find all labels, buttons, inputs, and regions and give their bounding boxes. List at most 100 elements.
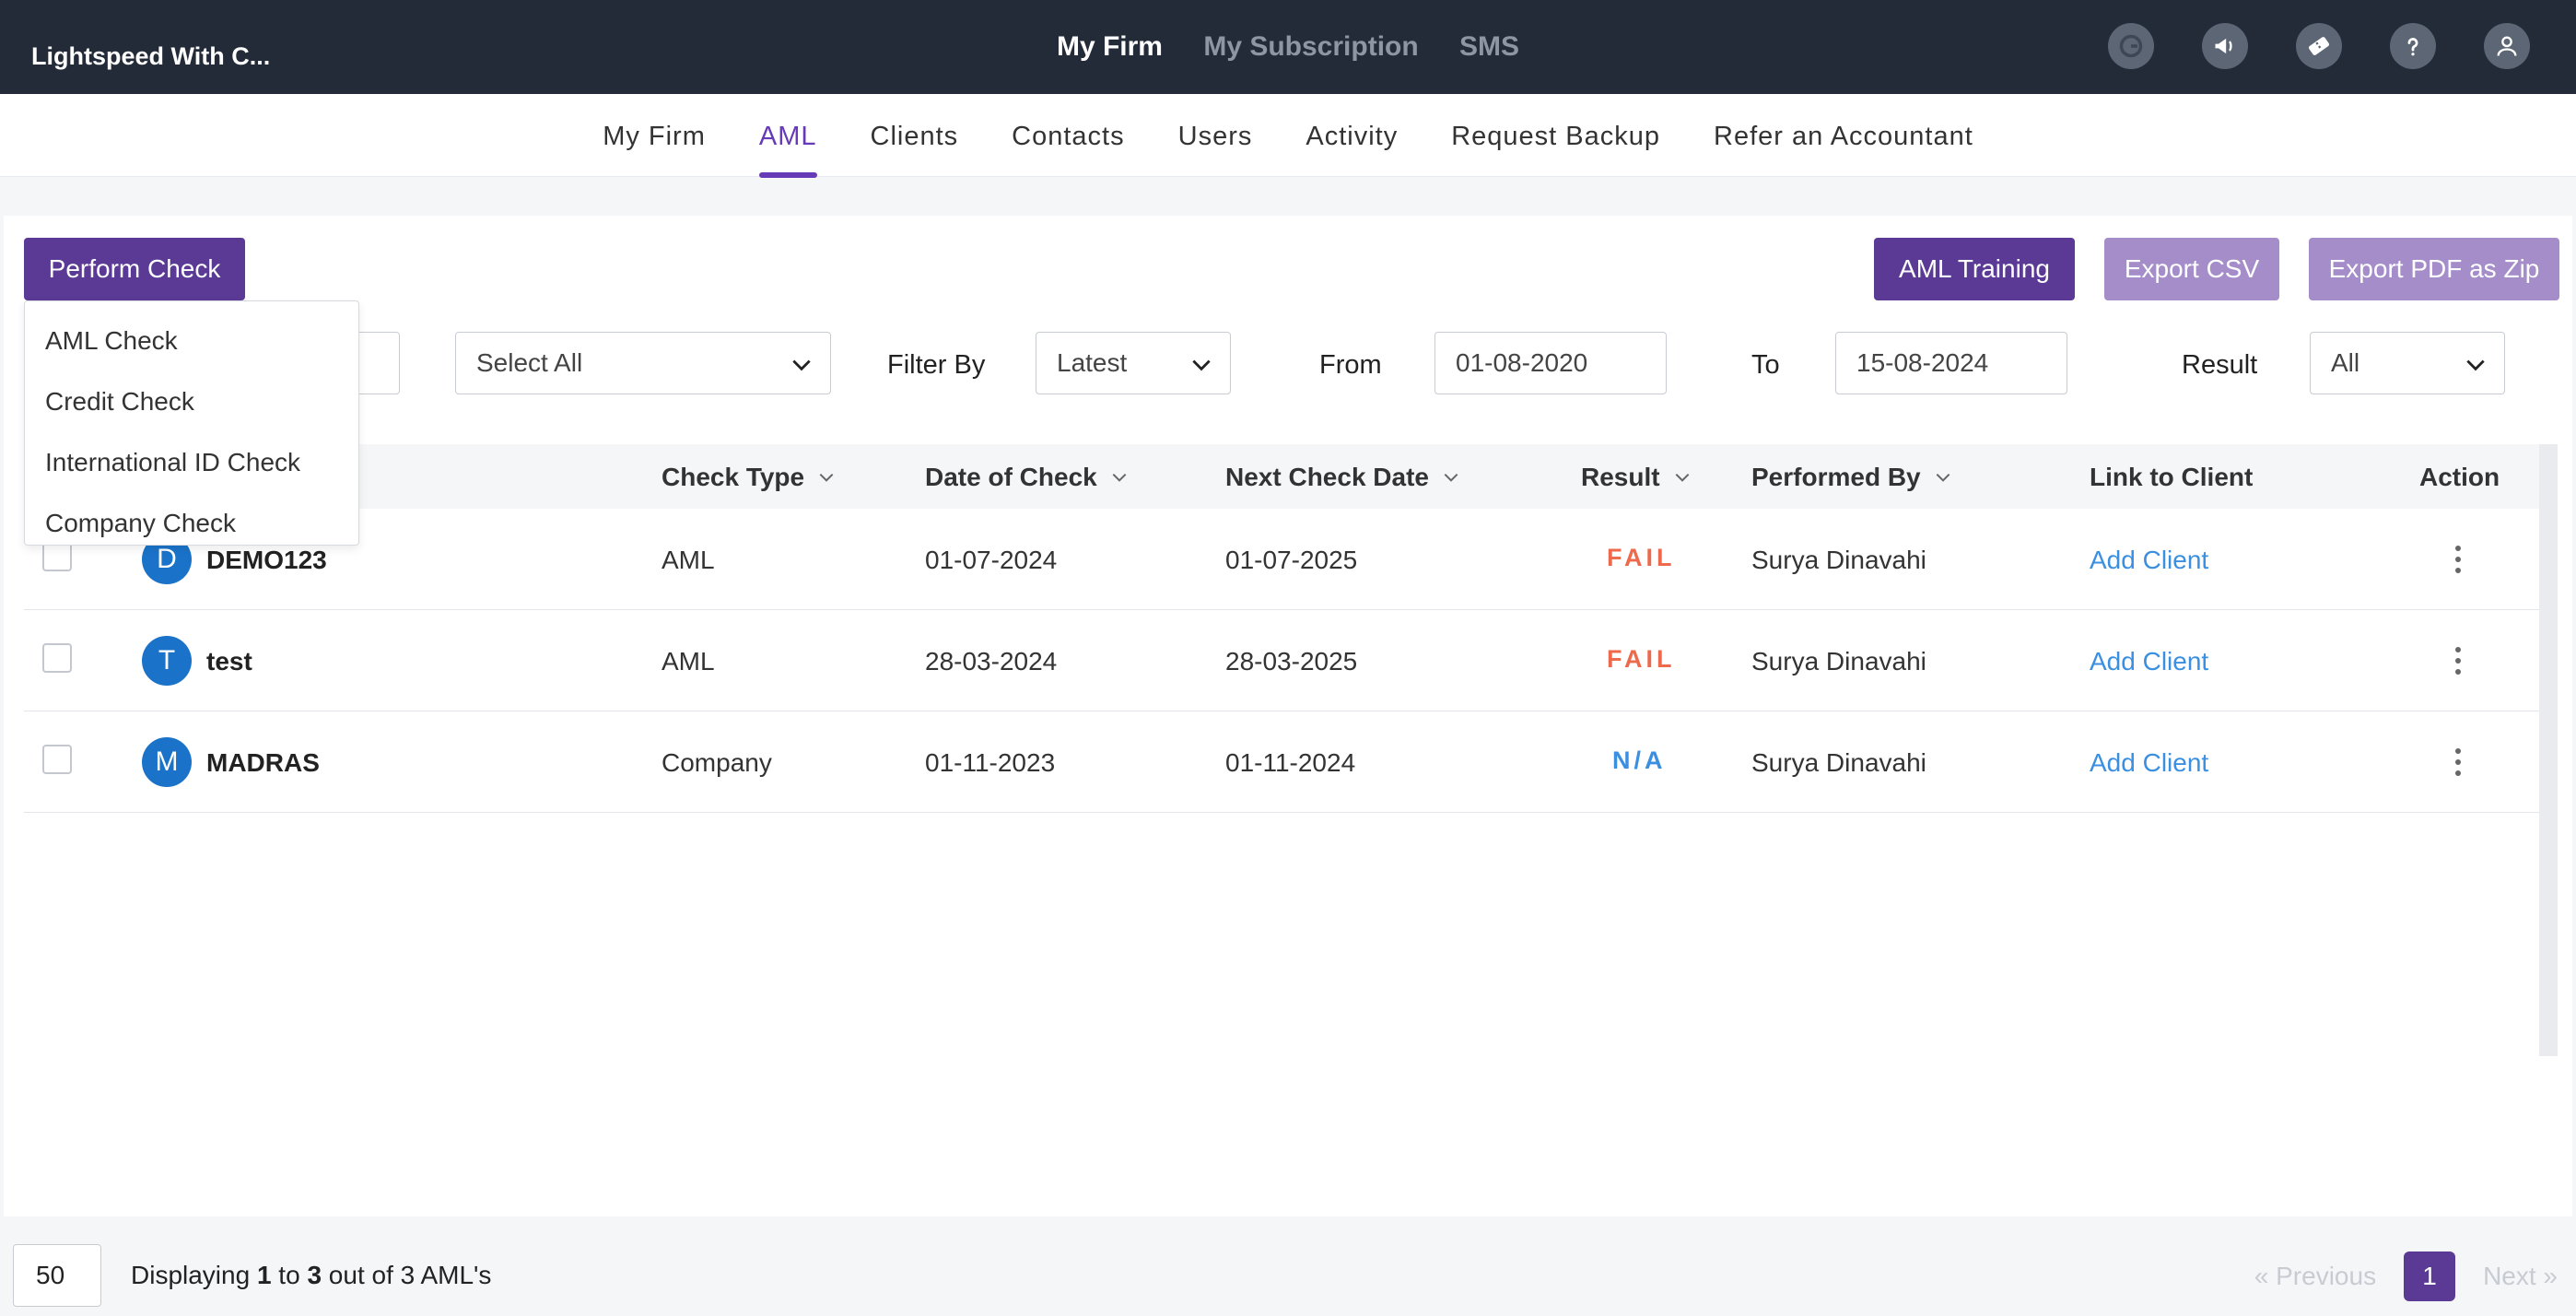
next-page-button[interactable]: Next » <box>2483 1262 2558 1290</box>
help-icon[interactable] <box>2390 23 2436 69</box>
from-date-input[interactable]: 01-08-2020 <box>1434 332 1667 394</box>
perform-check-button[interactable]: Perform Check <box>24 238 245 300</box>
firm-brand[interactable]: Lightspeed With C... <box>31 42 271 70</box>
col-check-type-label: Check Type <box>662 463 805 491</box>
col-performed-by[interactable]: Performed By <box>1751 463 1952 492</box>
to-date-input[interactable]: 15-08-2024 <box>1835 332 2067 394</box>
topnav-sms[interactable]: SMS <box>1459 31 1520 62</box>
table-scrollbar[interactable] <box>2539 444 2558 1056</box>
more-vertical-icon[interactable] <box>2454 645 2462 676</box>
top-icons <box>2108 23 2530 69</box>
table-footer: 50 Displaying 1 to 3 out of 3 AML's « Pr… <box>0 1216 2576 1316</box>
prev-page-button[interactable]: « Previous <box>2254 1262 2377 1290</box>
filter-by-select[interactable]: Latest <box>1036 332 1231 394</box>
top-bar: Lightspeed With C... My Firm My Subscrip… <box>0 0 2576 94</box>
next-page-label: Next <box>2483 1262 2536 1290</box>
status-badge: FAIL <box>1607 645 1676 673</box>
col-date-of-check[interactable]: Date of Check <box>925 463 1129 492</box>
table-header: Check Type Date of Check Next Check Date… <box>24 444 2539 509</box>
col-link-to-client: Link to Client <box>2090 463 2254 491</box>
section-nav: My Firm AML Clients Contacts Users Activ… <box>0 94 2576 178</box>
row-next-check-date: 01-11-2024 <box>1225 748 1356 777</box>
megaphone-icon[interactable] <box>2202 23 2248 69</box>
col-next-check-date-label: Next Check Date <box>1225 463 1429 491</box>
add-client-link[interactable]: Add Client <box>2090 748 2209 777</box>
status-badge: FAIL <box>1607 544 1676 571</box>
avatar: M <box>142 737 192 787</box>
add-client-link[interactable]: Add Client <box>2090 647 2209 676</box>
row-performed-by: Surya Dinavahi <box>1751 647 1926 676</box>
user-icon[interactable] <box>2484 23 2530 69</box>
row-performed-by: Surya Dinavahi <box>1751 546 1926 574</box>
filter-by-value: Latest <box>1057 348 1128 377</box>
sort-chevron-icon <box>1936 473 1950 482</box>
col-date-of-check-label: Date of Check <box>925 463 1097 491</box>
perform-check-menu: AML Check Credit Check International ID … <box>24 300 359 546</box>
row-check-type: Company <box>662 748 772 777</box>
display-from: 1 <box>256 1261 272 1289</box>
page-size-input[interactable]: 50 <box>13 1244 101 1307</box>
to-label: To <box>1751 350 1780 380</box>
display-to: 3 <box>307 1261 322 1289</box>
export-csv-button[interactable]: Export CSV <box>2104 238 2279 300</box>
tab-activity[interactable]: Activity <box>1306 122 1399 151</box>
more-vertical-icon[interactable] <box>2454 746 2462 778</box>
from-label: From <box>1319 350 1382 380</box>
table-row: D DEMO123 AML 01-07-2024 01-07-2025 FAIL… <box>24 509 2539 610</box>
col-next-check-date[interactable]: Next Check Date <box>1225 463 1460 492</box>
result-label: Result <box>2182 350 2258 380</box>
more-vertical-icon[interactable] <box>2454 544 2462 575</box>
row-checkbox[interactable] <box>42 643 72 673</box>
col-result[interactable]: Result <box>1581 463 1692 492</box>
prev-page-label: Previous <box>2276 1262 2377 1290</box>
check-type-select[interactable]: Select All <box>455 332 831 394</box>
avatar: T <box>142 636 192 686</box>
tab-refer-accountant[interactable]: Refer an Accountant <box>1714 122 1973 151</box>
tab-request-backup[interactable]: Request Backup <box>1451 122 1661 151</box>
result-select[interactable]: All <box>2310 332 2505 394</box>
row-name[interactable]: MADRAS <box>206 748 320 777</box>
tab-contacts[interactable]: Contacts <box>1012 122 1125 151</box>
menu-item-international-id-check[interactable]: International ID Check <box>45 448 301 476</box>
menu-item-company-check[interactable]: Company Check <box>45 509 236 537</box>
display-count: Displaying 1 to 3 out of 3 AML's <box>131 1261 491 1290</box>
display-suffix: out of 3 AML's <box>322 1261 492 1289</box>
row-name[interactable]: test <box>206 647 252 676</box>
tab-clients[interactable]: Clients <box>870 122 959 151</box>
status-badge: N/A <box>1612 746 1667 774</box>
aml-training-button[interactable]: AML Training <box>1874 238 2075 300</box>
col-action: Action <box>2419 463 2500 491</box>
check-type-select-value: Select All <box>476 348 583 377</box>
display-prefix: Displaying <box>131 1261 257 1289</box>
chevron-down-icon <box>1192 359 1211 371</box>
tab-users[interactable]: Users <box>1177 122 1253 151</box>
menu-item-credit-check[interactable]: Credit Check <box>45 387 194 416</box>
row-date-of-check: 01-11-2023 <box>925 748 1056 777</box>
menu-item-aml-check[interactable]: AML Check <box>45 326 178 355</box>
chevron-down-icon <box>2466 359 2485 371</box>
pagination: « Previous 1 Next » <box>2254 1251 2558 1301</box>
col-check-type[interactable]: Check Type <box>662 463 836 492</box>
sort-chevron-icon <box>1112 473 1127 482</box>
filter-by-label: Filter By <box>887 350 986 380</box>
g-circle-icon[interactable] <box>2108 23 2154 69</box>
row-checkbox[interactable] <box>42 542 72 571</box>
row-check-type: AML <box>662 647 715 676</box>
export-pdf-zip-button[interactable]: Export PDF as Zip <box>2309 238 2559 300</box>
table-row: T test AML 28-03-2024 28-03-2025 FAIL Su… <box>24 610 2539 711</box>
sort-chevron-icon <box>1444 473 1458 482</box>
row-date-of-check: 28-03-2024 <box>925 647 1058 676</box>
tab-my-firm[interactable]: My Firm <box>603 122 706 151</box>
result-select-value: All <box>2331 348 2360 377</box>
row-name[interactable]: DEMO123 <box>206 546 327 574</box>
row-performed-by: Surya Dinavahi <box>1751 748 1926 777</box>
row-checkbox[interactable] <box>42 745 72 774</box>
row-next-check-date: 01-07-2025 <box>1225 546 1358 574</box>
topnav-my-subscription[interactable]: My Subscription <box>1203 31 1419 62</box>
page-1-button[interactable]: 1 <box>2404 1251 2456 1301</box>
add-client-link[interactable]: Add Client <box>2090 546 2209 574</box>
tab-aml[interactable]: AML <box>758 122 817 178</box>
topnav-my-firm[interactable]: My Firm <box>1056 31 1163 62</box>
ticket-icon[interactable] <box>2296 23 2342 69</box>
col-performed-by-label: Performed By <box>1751 463 1921 491</box>
